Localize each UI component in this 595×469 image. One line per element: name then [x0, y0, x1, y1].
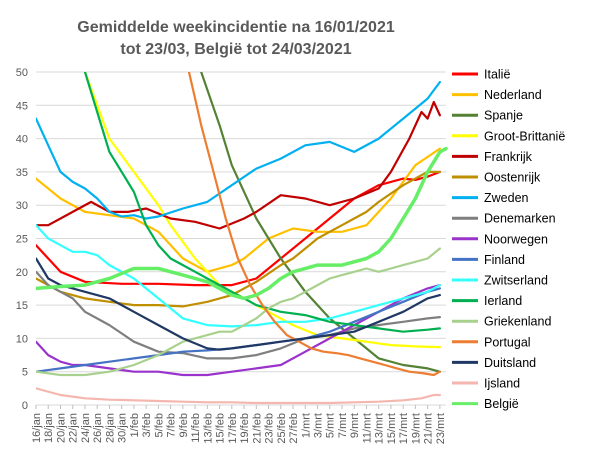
legend-label-belgie: België: [484, 397, 519, 411]
x-tick-label: 30/jan: [117, 413, 129, 443]
legend-label-nederland: Nederland: [484, 88, 542, 102]
series-line-portugal: [187, 72, 441, 377]
y-tick-label: 30: [16, 200, 28, 212]
x-tick-label: 25/feb: [276, 413, 288, 444]
x-tick-label: 7/mrt: [337, 413, 349, 438]
x-tick-label: 21/feb: [251, 413, 263, 444]
x-tick-label: 17/mrt: [398, 413, 410, 444]
legend-label-ijsland: Ijsland: [484, 377, 520, 391]
y-tick-label: 10: [16, 333, 28, 345]
x-tick-label: 5/mrt: [325, 413, 337, 438]
x-tick-label: 9/feb: [178, 413, 190, 437]
y-tick-label: 5: [22, 367, 28, 379]
legend: Italië Nederland Spanje Groot-Brittanië Fran…: [452, 68, 565, 411]
x-tick-label: 1/mrt: [300, 413, 312, 438]
y-tick-label: 0: [22, 400, 28, 412]
legend-label-finland: Finland: [484, 253, 525, 267]
x-tick-label: 26/jan: [92, 413, 104, 443]
legend-label-zwitserland: Zwitserland: [484, 274, 548, 288]
x-tick-label: 19/feb: [239, 413, 251, 444]
legend-label-italie: Italië: [484, 68, 510, 82]
series-line-ierland: [83, 72, 441, 333]
x-tick-label: 23/feb: [264, 413, 276, 444]
legend-label-duitsland: Duitsland: [484, 356, 536, 370]
x-tick-label: 20/jan: [55, 413, 67, 443]
y-tick-label: 25: [16, 234, 28, 246]
legend-label-noorwegen: Noorwegen: [484, 232, 548, 246]
x-tick-label: 15/mrt: [386, 413, 398, 444]
y-tick-label: 45: [16, 100, 28, 112]
legend-label-griekenland: Griekenland: [484, 315, 551, 329]
series-line-oostenrijk: [36, 170, 441, 308]
x-tick-label: 1/feb: [129, 413, 141, 437]
series-line-zwitserland: [36, 224, 441, 328]
chart-title: Gemiddelde weekincidentie na 16/01/2021 …: [77, 19, 395, 58]
y-tick-label: 35: [16, 167, 28, 179]
series-line-frankrijk: [36, 100, 441, 230]
x-tick-label: 13/mrt: [374, 413, 386, 444]
x-tick-label: 13/feb: [202, 413, 214, 444]
x-tick-label: 23/mrt: [435, 413, 447, 444]
gridlines: [36, 71, 446, 406]
legend-label-ierland: Ierland: [484, 294, 522, 308]
legend-label-frankrijk: Frankrijk: [484, 150, 533, 164]
legend-label-spanje: Spanje: [484, 109, 523, 123]
x-tick-label: 11/feb: [190, 413, 202, 443]
x-tick-label: 17/feb: [227, 413, 239, 444]
chart-title-line-1: Gemiddelde weekincidentie na 16/01/2021: [77, 19, 395, 36]
series-line-zweden: [36, 80, 441, 220]
y-tick-label: 50: [16, 67, 28, 79]
x-tick-label: 3/feb: [141, 413, 153, 437]
series-line-duitsland: [36, 257, 441, 351]
x-tick-label: 21/mrt: [423, 413, 435, 444]
x-tick-label: 5/feb: [153, 413, 165, 437]
x-tick-label: 24/jan: [80, 413, 92, 443]
series-line-belgie: [36, 146, 448, 301]
x-tick-label: 27/feb: [288, 413, 300, 444]
legend-label-portugal: Portugal: [484, 335, 531, 349]
x-tick-label: 15/feb: [215, 413, 227, 444]
x-tick-label: 3/mrt: [312, 413, 324, 438]
series-line-noorwegen: [36, 284, 441, 377]
series-line-denemarken: [36, 270, 441, 360]
series-line-ijsland: [36, 387, 441, 405]
x-tick-label: 28/jan: [104, 413, 116, 443]
series-lines: [36, 72, 448, 405]
y-tick-label: 15: [16, 300, 28, 312]
y-tick-label: 40: [16, 134, 28, 146]
series-line-griekenland: [36, 247, 441, 377]
x-tick-label: 16/jan: [31, 413, 43, 443]
x-tick-label: 18/jan: [43, 413, 55, 443]
x-tick-label: 22/jan: [68, 413, 80, 443]
legend-label-zweden: Zweden: [484, 191, 529, 205]
y-axis: 0 5 10 15 20 25 30 35 40 45 50: [16, 67, 28, 412]
legend-label-denemarken: Denemarken: [484, 212, 556, 226]
legend-label-oostenrijk: Oostenrijk: [484, 171, 541, 185]
x-tick-label: 7/feb: [166, 413, 178, 437]
y-tick-label: 20: [16, 267, 28, 279]
chart-title-line-2: tot 23/03, België tot 24/03/2021: [120, 41, 351, 58]
x-tick-label: 11/mrt: [361, 413, 373, 443]
legend-label-groot-brittanie: Groot-Brittanië: [484, 129, 565, 143]
x-axis: 16/jan 18/jan 20/jan 22/jan 24/jan 26/jan 28/j…: [31, 405, 447, 444]
x-tick-label: 9/mrt: [349, 413, 361, 438]
x-tick-label: 19/mrt: [410, 413, 422, 444]
series-line-nederland: [36, 147, 441, 273]
